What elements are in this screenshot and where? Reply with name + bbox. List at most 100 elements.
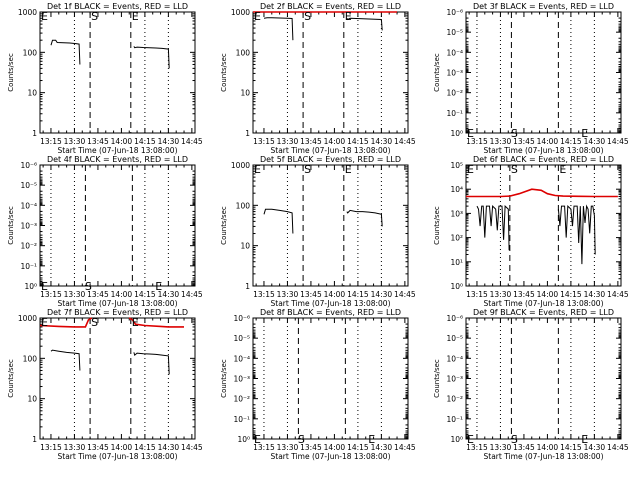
x-tick-label: 13:45 xyxy=(87,290,109,299)
panel-title: Det 7f BLACK = Events, RED = LLD xyxy=(47,308,188,317)
events-series-line xyxy=(133,352,170,375)
x-tick-label: 14:30 xyxy=(158,290,180,299)
x-tick-label: 13:45 xyxy=(300,137,322,146)
y-tick-label: 10⁰ xyxy=(24,282,37,291)
x-axis-label: Start Time (07-Jun-18 13:08:00) xyxy=(484,299,604,308)
y-tick-label: 10⁻¹ xyxy=(20,262,37,271)
segment-marker-e: E xyxy=(368,433,375,446)
y-tick-label: 10⁻⁶ xyxy=(446,8,463,17)
x-tick-label: 14:00 xyxy=(111,443,133,452)
y-tick-label: 10⁴ xyxy=(450,185,463,194)
x-axis-label: Start Time (07-Jun-18 13:08:00) xyxy=(484,146,604,155)
x-tick-label: 14:30 xyxy=(371,137,393,146)
y-tick-label: 10⁻¹ xyxy=(233,415,250,424)
y-tick-label: 10³ xyxy=(450,209,463,218)
x-tick-label: 13:30 xyxy=(277,290,299,299)
x-tick-label: 14:15 xyxy=(134,137,156,146)
panel-8: Det 8f BLACK = Events, RED = LLD 10⁰ 10⁻¹ 1… xyxy=(220,308,416,461)
y-axis-label: Counts/sec xyxy=(433,53,441,92)
y-tick-label: 10⁻⁵ xyxy=(233,334,250,343)
y-tick-label: 100 xyxy=(23,48,38,57)
panel-title: Det 3f BLACK = Events, RED = LLD xyxy=(473,2,614,11)
y-tick-label: 10⁻² xyxy=(233,395,250,404)
x-tick-label: 14:45 xyxy=(181,290,203,299)
plot-frame xyxy=(465,164,622,287)
x-tick-label: 14:00 xyxy=(324,443,346,452)
x-tick-label: 14:30 xyxy=(584,443,606,452)
y-tick-label: 10⁰ xyxy=(237,435,250,444)
y-tick-label: 10⁰ xyxy=(450,435,463,444)
y-tick-label: 10⁻² xyxy=(446,395,463,404)
panel-4: Det 4f BLACK = Events, RED = LLD 10⁰ 10⁻¹ 1… xyxy=(7,155,203,308)
y-tick-label: 10⁰ xyxy=(450,129,463,138)
x-tick-label: 13:30 xyxy=(277,443,299,452)
x-tick-label: 14:15 xyxy=(347,443,369,452)
x-tick-label: 13:15 xyxy=(253,290,275,299)
x-axis-label: Start Time (07-Jun-18 13:08:00) xyxy=(58,452,178,461)
y-axis-label: Counts/sec xyxy=(220,53,228,92)
x-tick-label: 14:00 xyxy=(537,137,559,146)
panel-title: Det 2f BLACK = Events, RED = LLD xyxy=(260,2,401,11)
events-series-line xyxy=(133,46,170,69)
x-tick-label: 14:15 xyxy=(347,137,369,146)
x-tick-label: 14:00 xyxy=(111,290,133,299)
segment-marker-e: E xyxy=(254,433,261,446)
y-tick-label: 100 xyxy=(23,354,38,363)
x-tick-label: 13:45 xyxy=(513,443,535,452)
x-tick-label: 13:45 xyxy=(87,137,109,146)
y-tick-label: 1 xyxy=(32,435,37,444)
plot-frame xyxy=(39,164,196,287)
lld-series-line xyxy=(128,317,184,328)
y-tick-label: 10 xyxy=(27,89,37,98)
y-tick-label: 10⁻⁴ xyxy=(446,354,463,363)
x-tick-label: 13:15 xyxy=(466,290,488,299)
panel-2: Det 2f BLACK = Events, RED = LLD 1 10 100 10… xyxy=(220,2,416,155)
y-tick-label: 1000 xyxy=(231,8,250,17)
x-tick-label: 13:45 xyxy=(513,137,535,146)
x-axis-label: Start Time (07-Jun-18 13:08:00) xyxy=(271,452,391,461)
x-axis-label: Start Time (07-Jun-18 13:08:00) xyxy=(58,146,178,155)
x-tick-label: 13:15 xyxy=(40,137,62,146)
y-tick-label: 1000 xyxy=(18,314,37,323)
y-tick-label: 10 xyxy=(27,395,37,404)
x-tick-label: 14:00 xyxy=(324,137,346,146)
y-tick-label: 10⁻² xyxy=(20,242,37,251)
segment-marker-e: E xyxy=(155,280,162,293)
y-tick-label: 10⁻⁴ xyxy=(233,354,250,363)
panel-7: Det 7f BLACK = Events, RED = LLD 1 10 100 10… xyxy=(7,308,203,461)
x-tick-label: 14:30 xyxy=(158,137,180,146)
events-series-line xyxy=(557,204,596,265)
y-tick-label: 1000 xyxy=(231,161,250,170)
x-tick-label: 13:30 xyxy=(64,443,86,452)
segment-marker-s: S xyxy=(511,163,518,176)
y-tick-label: 10⁻⁴ xyxy=(446,48,463,57)
panel-3: Det 3f BLACK = Events, RED = LLD 10⁰ 10⁻¹ 1… xyxy=(433,2,629,155)
segment-marker-e: E xyxy=(345,10,352,23)
segment-marker-s: S xyxy=(304,163,311,176)
x-tick-label: 13:15 xyxy=(253,443,275,452)
segment-marker-e: E xyxy=(345,163,352,176)
panel-6: Det 6f BLACK = Events, RED = LLD 10⁰ 10¹ 10… xyxy=(433,155,629,308)
x-tick-label: 13:15 xyxy=(40,443,62,452)
x-tick-label: 13:45 xyxy=(300,443,322,452)
x-tick-label: 13:45 xyxy=(87,443,109,452)
y-tick-label: 10⁻⁵ xyxy=(446,334,463,343)
x-tick-label: 14:45 xyxy=(607,290,629,299)
panel-title: Det 8f BLACK = Events, RED = LLD xyxy=(260,308,401,317)
events-series-line xyxy=(50,39,81,65)
y-axis-label: Counts/sec xyxy=(7,206,15,245)
x-tick-label: 14:45 xyxy=(394,137,416,146)
y-tick-label: 1 xyxy=(245,282,250,291)
x-tick-label: 13:30 xyxy=(490,137,512,146)
segment-marker-e: E xyxy=(254,10,261,23)
x-tick-label: 13:15 xyxy=(253,137,275,146)
y-tick-label: 10⁰ xyxy=(450,282,463,291)
x-tick-label: 14:45 xyxy=(607,137,629,146)
y-tick-label: 10⁵ xyxy=(450,161,463,170)
x-tick-label: 13:30 xyxy=(64,137,86,146)
segment-marker-s: S xyxy=(91,10,98,23)
y-axis-label: Counts/sec xyxy=(220,206,228,245)
segment-marker-s: S xyxy=(511,433,518,446)
x-tick-label: 13:30 xyxy=(277,137,299,146)
